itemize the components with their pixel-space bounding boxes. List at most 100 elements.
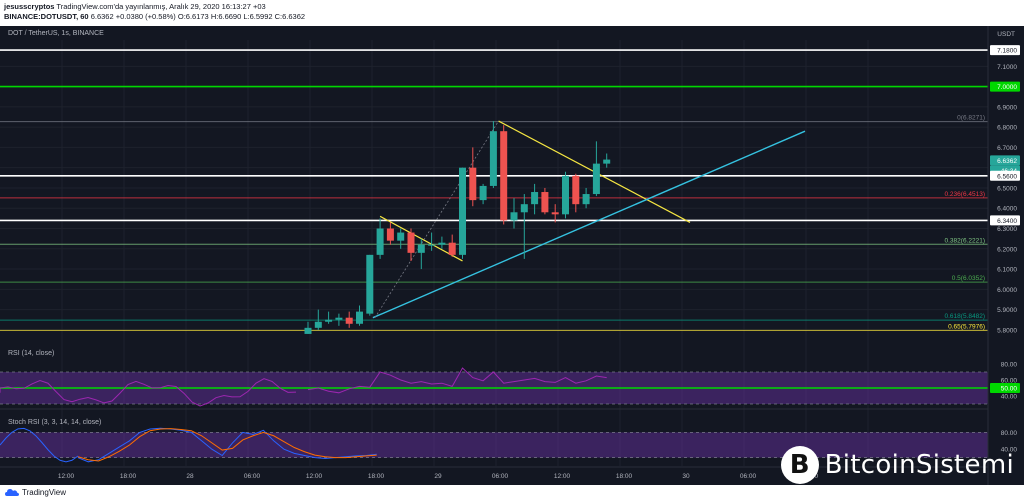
symbol-label: DOT / TetherUS, 1s, BINANCE	[8, 30, 104, 37]
rsi-tick: 60.00	[1001, 378, 1018, 385]
time-tick: 12:00	[306, 473, 323, 480]
ticker-label: BINANCE:DOTUSDT, 60	[4, 12, 89, 21]
price-tag: 6.3400	[997, 218, 1017, 225]
time-tick: 06:00	[492, 473, 509, 480]
rsi-tick: 80.00	[1001, 362, 1018, 369]
candle-body	[531, 192, 539, 205]
candlestick-series	[304, 121, 611, 334]
candle-body	[428, 244, 436, 246]
price-tick: 6.7000	[997, 145, 1017, 152]
chart-header: jesusscryptos TradingView.com'da yayınla…	[0, 0, 1024, 26]
candle-body	[469, 167, 477, 201]
candle-body	[562, 175, 569, 215]
bitcoin-coin-icon: B	[780, 446, 819, 484]
price-tick: 6.4000	[997, 206, 1017, 213]
axis-bg	[988, 26, 1024, 485]
candle-body	[345, 317, 353, 324]
price-chart[interactable]: 0(6.8271) 0.236(6.4513) 0.382(6.2221) 0.5(6…	[0, 26, 1024, 485]
price-tick: 6.2000	[997, 246, 1017, 253]
price-tag-bg	[990, 170, 1020, 181]
rsi-tick: 40.00	[1001, 394, 1018, 401]
time-tick: 29	[434, 473, 442, 480]
price-tick: 7.1000	[997, 64, 1017, 71]
current-price: 6.6362	[90, 12, 114, 21]
candle-body	[459, 167, 466, 255]
price-tick: 5.8000	[997, 327, 1017, 334]
publish-info: TradingView.com'da yayınlanmış, Aralık 2…	[56, 2, 266, 11]
tradingview-logo[interactable]: TradingView	[5, 488, 66, 497]
rsi-label: RSI (14, close)	[8, 350, 55, 357]
candle-body	[366, 254, 374, 314]
price-change: +0.0380 (+0.58%)	[115, 12, 176, 21]
candle-body	[325, 319, 333, 322]
candle-body	[376, 228, 384, 255]
price-tag: 6.6362	[997, 158, 1017, 165]
time-tick: 12:00	[554, 473, 571, 480]
time-tick: 06:00	[740, 473, 757, 480]
stoch-band	[0, 432, 988, 458]
rsi-tag-bg	[990, 383, 1020, 393]
cyan-trendline	[372, 130, 806, 319]
time-tick: 28	[186, 473, 194, 480]
stoch-rsi-label: Stoch RSI (3, 3, 14, 14, close)	[8, 419, 102, 426]
time-tick: 30	[682, 473, 690, 480]
price-tag: 6.5600	[997, 173, 1017, 180]
candle-body	[541, 192, 549, 213]
candle-body	[356, 311, 363, 324]
tradingview-logo-text: TradingView	[22, 488, 67, 497]
candle-body	[510, 212, 518, 221]
fib-label: 0.236(6.4513)	[945, 191, 985, 198]
price-tick: 6.9000	[997, 104, 1017, 111]
price-tick: 6.1000	[997, 267, 1017, 274]
candle-body	[582, 194, 590, 205]
axis-unit: USDT	[997, 31, 1015, 38]
price-tick: 6.3000	[997, 226, 1017, 233]
rsi-history-line	[0, 378, 297, 407]
stoch-tick: 80.00	[1001, 430, 1018, 437]
fib-label: 0.65(5.7976)	[948, 323, 985, 330]
candle-body	[448, 242, 456, 255]
candle-body	[489, 131, 497, 186]
fib-retracement: 0(6.8271) 0.236(6.4513) 0.382(6.2221) 0.5(6…	[0, 115, 988, 331]
candle-body	[438, 242, 446, 245]
fib-label: 0.5(6.0352)	[952, 275, 985, 282]
time-tick: 18:00	[616, 473, 633, 480]
stoch-tick: 40.00	[1001, 447, 1018, 454]
price-tag-bg	[990, 155, 1020, 166]
ohlc-values: O:6.6173 H:6.6690 L:6.5992 C:6.6362	[177, 12, 306, 21]
fib-label: 0(6.8271)	[957, 115, 985, 122]
candle-body	[407, 232, 415, 253]
candle-body	[314, 321, 322, 328]
rsi-line	[307, 367, 607, 394]
price-tag-bg	[990, 45, 1020, 56]
author-name: jesusscryptos	[4, 2, 55, 11]
price-tag: 7.0000	[997, 84, 1017, 91]
tradingview-cloud-icon	[5, 489, 19, 496]
time-axis: 12:00 18:00 28 06:00 12:00 18:00 29 06:00 12:00 1…	[58, 473, 819, 480]
time-tick: 18:00	[368, 473, 385, 480]
brand-name: BitcoinSistemi	[824, 450, 1014, 480]
price-tick: 6.5000	[997, 185, 1017, 192]
candle-body	[479, 185, 487, 201]
rsi-tag: 50.00	[1001, 386, 1018, 393]
candle-body	[304, 327, 312, 334]
stoch-history-line	[0, 427, 79, 463]
candle-body	[397, 232, 405, 241]
candle-body	[551, 212, 559, 215]
candle-body	[592, 163, 600, 195]
time-tick: 18:00	[120, 473, 137, 480]
candle-body	[520, 204, 528, 213]
footer-bar	[0, 485, 1024, 503]
price-tag: 7.1800	[997, 48, 1017, 55]
candle-body	[572, 175, 580, 205]
fib-diagonal	[374, 120, 499, 318]
candle-body	[603, 159, 611, 164]
price-tick: 6.0000	[997, 287, 1017, 294]
fib-label: 0.618(5.8482)	[945, 313, 985, 320]
candle-body	[417, 244, 425, 253]
price-tag-bg	[990, 215, 1020, 226]
time-tick: 12:00	[58, 473, 75, 480]
fib-label: 0.382(6.2221)	[945, 237, 985, 244]
candle-body	[335, 317, 343, 320]
candle-body	[500, 131, 508, 221]
